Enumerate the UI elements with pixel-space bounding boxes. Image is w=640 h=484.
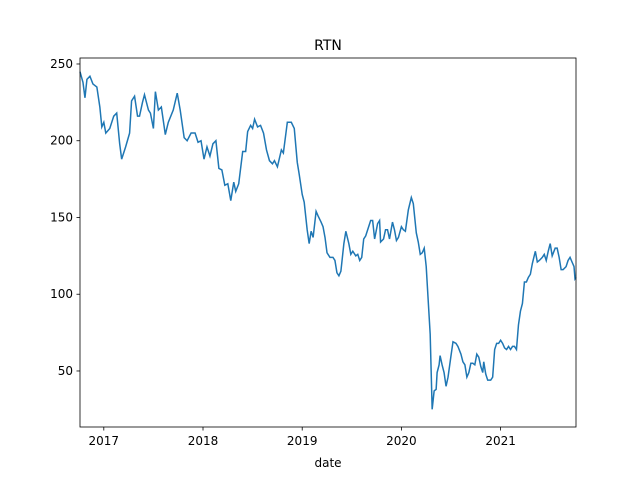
y-tick-label: 250	[50, 57, 73, 71]
y-tick-label: 150	[50, 210, 73, 224]
x-axis-label: date	[314, 456, 341, 470]
chart-title: RTN	[314, 38, 342, 54]
x-tick-label: 2021	[485, 434, 516, 448]
y-tick-label: 200	[50, 134, 73, 148]
x-tick-label: 2017	[89, 434, 120, 448]
x-tick-label: 2018	[188, 434, 219, 448]
x-tick-label: 2019	[287, 434, 318, 448]
y-tick-label: 50	[58, 364, 73, 378]
x-tick-label: 2020	[386, 434, 417, 448]
plot-frame	[79, 57, 577, 428]
y-tick-label: 100	[50, 287, 73, 301]
data-line	[79, 71, 577, 410]
